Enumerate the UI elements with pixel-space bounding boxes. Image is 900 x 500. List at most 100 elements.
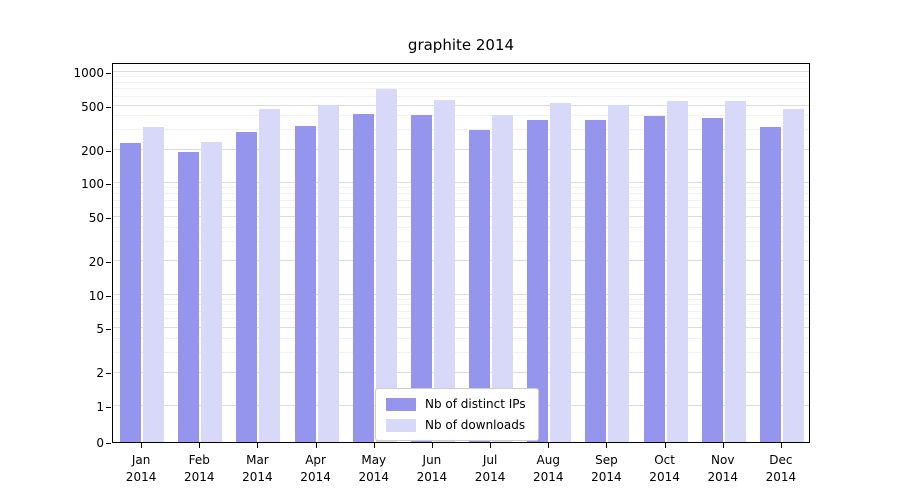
gridline-9 bbox=[113, 298, 809, 300]
xtick-mark-feb bbox=[199, 443, 201, 448]
xtick-label-may: May 2014 bbox=[358, 453, 390, 484]
xtick-label-nov: Nov 2014 bbox=[707, 453, 739, 484]
xtick-mark-apr bbox=[315, 443, 317, 448]
bar-distinct-ips-nov bbox=[701, 117, 723, 442]
gridline-4 bbox=[113, 337, 809, 339]
gridline-300 bbox=[113, 129, 809, 131]
xtick-mark-sep bbox=[606, 443, 608, 448]
legend-swatch-downloads bbox=[386, 418, 416, 432]
bar-distinct-ips-jun bbox=[410, 115, 432, 442]
xtick-mark-jun bbox=[431, 443, 433, 448]
ytick-mark-1 bbox=[106, 407, 111, 408]
gridline-800 bbox=[113, 81, 809, 83]
gridline-80 bbox=[113, 193, 809, 195]
bar-distinct-ips-mar bbox=[236, 131, 258, 442]
xtick-mark-may bbox=[373, 443, 375, 448]
gridline-10 bbox=[113, 293, 809, 295]
ytick-label-100: 100 bbox=[81, 177, 104, 192]
gridline-40 bbox=[113, 226, 809, 228]
gridline-60 bbox=[113, 207, 809, 209]
xtick-label-jun: Jun 2014 bbox=[416, 453, 448, 484]
xtick-label-mar: Mar 2014 bbox=[242, 453, 273, 484]
xtick-label-jul: Jul 2014 bbox=[474, 453, 506, 484]
gridline-20 bbox=[113, 260, 809, 262]
legend-label-distinct-ips: Nb of distinct IPs bbox=[425, 397, 526, 411]
bar-downloads-sep bbox=[608, 104, 630, 442]
bar-distinct-ips-oct bbox=[643, 116, 665, 442]
gridline-8 bbox=[113, 304, 809, 306]
ytick-label-1: 1 bbox=[96, 400, 104, 414]
gridline-30 bbox=[113, 240, 809, 242]
ytick-label-5: 5 bbox=[96, 322, 104, 337]
gridline-6 bbox=[113, 318, 809, 320]
bar-downloads-jun bbox=[433, 100, 455, 442]
ytick-label-500: 500 bbox=[81, 99, 104, 114]
bar-distinct-ips-dec bbox=[759, 127, 781, 442]
xtick-label-apr: Apr 2014 bbox=[300, 453, 331, 484]
gridline-2 bbox=[113, 371, 809, 373]
bar-distinct-ips-apr bbox=[294, 125, 316, 442]
legend-label-downloads: Nb of downloads bbox=[425, 418, 526, 432]
ytick-mark-0 bbox=[106, 443, 111, 444]
ytick-label-0: 0 bbox=[96, 436, 104, 450]
xtick-mark-aug bbox=[548, 443, 550, 448]
ytick-label-50: 50 bbox=[88, 210, 104, 225]
gridline-500 bbox=[113, 104, 809, 106]
legend-swatch-distinct-ips bbox=[386, 397, 416, 411]
gridline-5 bbox=[113, 327, 809, 329]
ytick-mark-200 bbox=[106, 150, 111, 152]
ytick-mark-100 bbox=[106, 184, 111, 186]
gridline-7 bbox=[113, 310, 809, 312]
xtick-label-sep: Sep 2014 bbox=[591, 453, 622, 484]
ytick-label-20: 20 bbox=[88, 255, 104, 270]
bar-distinct-ips-jul bbox=[469, 130, 491, 442]
chart-title: graphite 2014 bbox=[407, 36, 515, 54]
gridline-100 bbox=[113, 182, 809, 184]
bar-downloads-oct bbox=[666, 100, 688, 442]
gridline-400 bbox=[113, 115, 809, 117]
xtick-label-oct: Oct 2014 bbox=[649, 453, 680, 484]
gridline-90 bbox=[113, 187, 809, 189]
bar-distinct-ips-sep bbox=[585, 120, 607, 442]
bar-downloads-aug bbox=[550, 102, 572, 442]
ytick-mark-1000 bbox=[106, 73, 111, 74]
bar-downloads-jan bbox=[143, 127, 165, 442]
ytick-label-2: 2 bbox=[96, 366, 104, 381]
gridline-70 bbox=[113, 199, 809, 201]
xtick-mark-jul bbox=[490, 443, 492, 448]
xtick-mark-oct bbox=[664, 443, 666, 448]
xtick-mark-jan bbox=[141, 443, 143, 448]
xtick-label-dec: Dec 2014 bbox=[765, 453, 797, 484]
legend-item-downloads: Nb of downloads bbox=[386, 418, 526, 432]
xtick-mark-mar bbox=[257, 443, 259, 448]
xtick-label-aug: Aug 2014 bbox=[532, 453, 564, 484]
bar-distinct-ips-may bbox=[352, 113, 374, 442]
ytick-mark-20 bbox=[106, 262, 111, 264]
bar-distinct-ips-jan bbox=[120, 143, 142, 442]
gridline-600 bbox=[113, 95, 809, 97]
xtick-label-jan: Jan 2014 bbox=[125, 453, 157, 484]
bar-downloads-apr bbox=[317, 104, 339, 442]
bar-downloads-feb bbox=[201, 142, 223, 442]
xtick-mark-dec bbox=[780, 443, 782, 448]
xtick-label-feb: Feb 2014 bbox=[183, 453, 215, 484]
bar-downloads-dec bbox=[782, 108, 804, 442]
xtick-mark-nov bbox=[722, 443, 724, 448]
gridline-900 bbox=[113, 76, 809, 78]
bar-downloads-jul bbox=[492, 115, 514, 442]
legend-item-distinct-ips: Nb of distinct IPs bbox=[386, 397, 526, 411]
ytick-mark-10 bbox=[106, 295, 111, 297]
bar-downloads-mar bbox=[259, 108, 281, 442]
gridline-700 bbox=[113, 88, 809, 90]
ytick-label-200: 200 bbox=[81, 143, 104, 158]
plot-area bbox=[112, 63, 810, 443]
bar-downloads-may bbox=[375, 89, 397, 442]
bar-distinct-ips-feb bbox=[178, 152, 200, 442]
ytick-mark-5 bbox=[106, 329, 111, 331]
gridline-50 bbox=[113, 215, 809, 217]
ytick-label-10: 10 bbox=[88, 288, 104, 303]
ytick-label-1000: 1000 bbox=[73, 66, 104, 80]
gridline-1000 bbox=[113, 71, 809, 72]
ytick-mark-2 bbox=[106, 373, 111, 375]
